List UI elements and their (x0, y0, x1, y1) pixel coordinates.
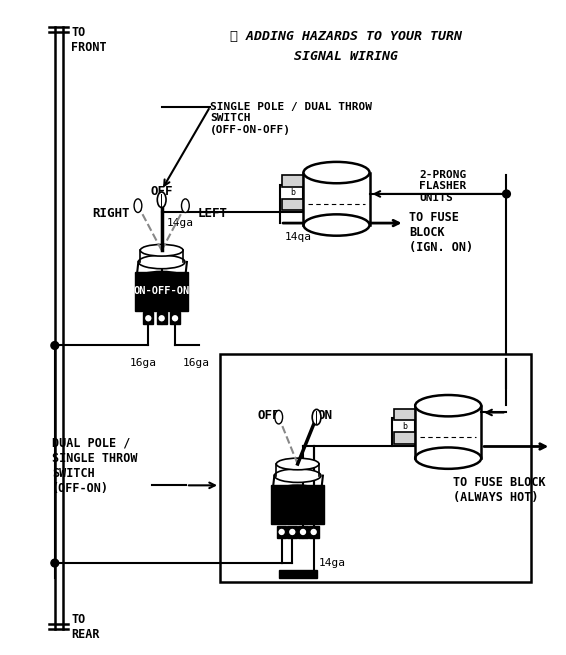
Ellipse shape (303, 162, 370, 183)
Text: TO
FRONT: TO FRONT (71, 26, 107, 54)
Ellipse shape (272, 485, 323, 501)
Circle shape (278, 528, 285, 536)
Text: LEFT: LEFT (197, 207, 227, 220)
Text: 2-PRONG
FLASHER
UNITS: 2-PRONG FLASHER UNITS (419, 170, 466, 203)
Ellipse shape (275, 410, 282, 424)
Circle shape (158, 314, 165, 322)
Bar (271, 485, 324, 524)
Ellipse shape (182, 199, 189, 212)
Bar (170, 312, 180, 324)
Ellipse shape (134, 199, 142, 212)
Text: TO FUSE
BLOCK
(IGN. ON): TO FUSE BLOCK (IGN. ON) (409, 212, 474, 254)
Text: ON: ON (318, 409, 332, 422)
Circle shape (51, 559, 59, 567)
FancyBboxPatch shape (394, 409, 415, 421)
Ellipse shape (415, 395, 481, 417)
Ellipse shape (136, 272, 187, 287)
Text: OFF: OFF (151, 185, 173, 198)
Text: 16ga: 16ga (130, 358, 157, 368)
Bar (135, 272, 188, 310)
Ellipse shape (303, 214, 370, 236)
Text: SIGNAL WIRING: SIGNAL WIRING (294, 50, 398, 62)
Circle shape (310, 528, 318, 536)
Bar (157, 312, 166, 324)
FancyBboxPatch shape (282, 199, 303, 210)
Circle shape (299, 528, 307, 536)
Text: DUAL POLE /
SINGLE THROW
SWITCH
(OFF-ON): DUAL POLE / SINGLE THROW SWITCH (OFF-ON) (52, 437, 138, 495)
Bar (143, 312, 153, 324)
Bar (288, 526, 297, 538)
Text: 14ga: 14ga (319, 558, 345, 568)
FancyBboxPatch shape (282, 176, 303, 187)
Bar (278, 570, 316, 578)
Bar (298, 526, 308, 538)
Text: ON-OFF-ON: ON-OFF-ON (134, 286, 190, 296)
Text: ★ ADDING HAZARDS TO YOUR TURN: ★ ADDING HAZARDS TO YOUR TURN (230, 30, 462, 43)
Text: TO
REAR: TO REAR (71, 613, 100, 641)
Text: x: x (402, 433, 407, 442)
Text: TO FUSE BLOCK
(ALWAYS HOT): TO FUSE BLOCK (ALWAYS HOT) (453, 476, 546, 504)
Ellipse shape (157, 192, 166, 208)
Ellipse shape (276, 458, 319, 470)
Ellipse shape (275, 469, 321, 483)
Text: b: b (290, 189, 295, 197)
Ellipse shape (138, 255, 185, 269)
Text: 14qa: 14qa (285, 232, 312, 242)
Text: 16ga: 16ga (183, 358, 210, 368)
Text: 14ga: 14ga (439, 459, 465, 469)
Text: b: b (402, 422, 407, 430)
Circle shape (289, 528, 296, 536)
Text: x: x (290, 200, 295, 209)
Text: 14ga: 14ga (166, 218, 194, 228)
FancyBboxPatch shape (394, 432, 415, 443)
Circle shape (144, 314, 152, 322)
Circle shape (51, 342, 59, 349)
Bar (277, 526, 286, 538)
Text: SINGLE POLE / DUAL THROW
SWITCH
(OFF-ON-OFF): SINGLE POLE / DUAL THROW SWITCH (OFF-ON-… (210, 102, 372, 135)
Circle shape (171, 314, 179, 322)
Ellipse shape (140, 244, 183, 256)
Ellipse shape (312, 409, 321, 425)
Text: OFF: OFF (258, 409, 280, 422)
Bar (309, 526, 319, 538)
Circle shape (503, 190, 511, 198)
Ellipse shape (415, 447, 481, 469)
Text: RIGHT: RIGHT (92, 207, 130, 220)
Bar (220, 354, 531, 582)
